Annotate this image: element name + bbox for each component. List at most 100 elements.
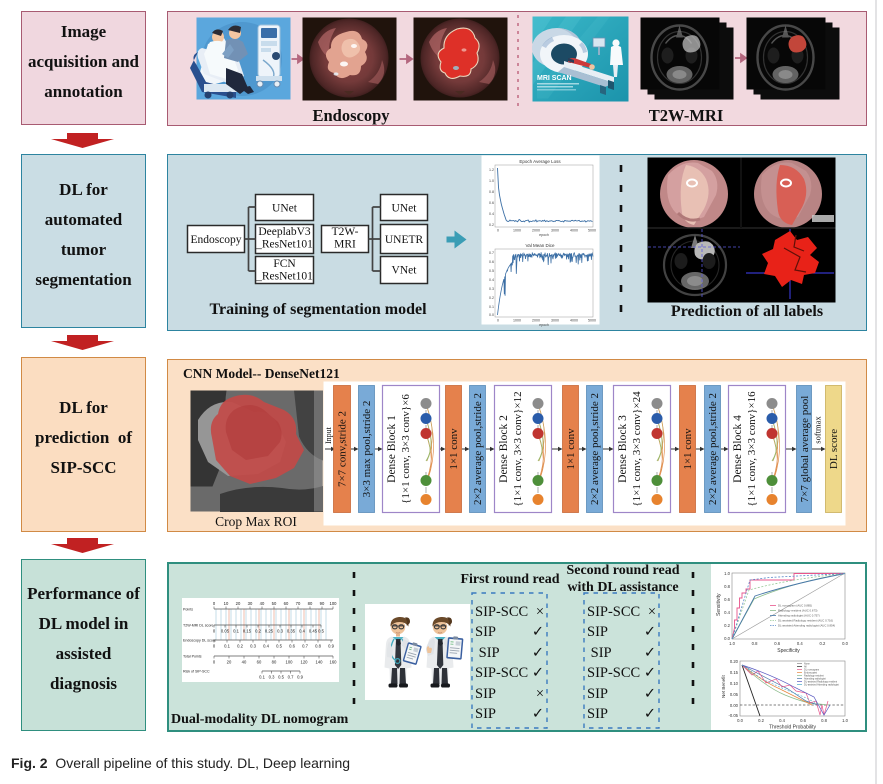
svg-text:20: 20 (227, 660, 232, 665)
svg-text:Val Mean Dice: Val Mean Dice (526, 243, 555, 248)
svg-text:80: 80 (272, 660, 277, 665)
svg-text:0.3: 0.3 (250, 644, 256, 649)
svg-text:0.5: 0.5 (276, 644, 282, 649)
svg-text:2×2 average pool,stride 2: 2×2 average pool,stride 2 (589, 393, 601, 505)
svg-text:0.2: 0.2 (237, 644, 243, 649)
svg-text:Threshold Probability: Threshold Probability (769, 725, 816, 731)
svg-text:5000: 5000 (588, 319, 596, 323)
svg-text:VNet: VNet (392, 265, 418, 277)
svg-text:0.0: 0.0 (724, 636, 730, 641)
svg-text:1.0: 1.0 (489, 179, 494, 183)
svg-text:All: All (804, 666, 807, 669)
svg-text:DL nomogram (AUC 0.885): DL nomogram (AUC 0.885) (778, 604, 812, 608)
svg-text:Input: Input (324, 426, 333, 444)
svg-text:3000: 3000 (551, 229, 559, 233)
svg-text:0.8: 0.8 (315, 644, 321, 649)
svg-text:DeeplabV3: DeeplabV3 (258, 226, 311, 238)
svg-text:1.0: 1.0 (729, 641, 735, 646)
svg-text:0.5: 0.5 (278, 675, 284, 680)
svg-text:0.1: 0.1 (259, 675, 265, 680)
svg-text:0.25: 0.25 (265, 629, 274, 634)
svg-text:2×2 average pool,stride 2: 2×2 average pool,stride 2 (707, 393, 719, 505)
svg-text:0.8: 0.8 (821, 718, 827, 723)
svg-text:0.0: 0.0 (737, 718, 743, 723)
svg-text:0.1: 0.1 (489, 305, 494, 309)
svg-text:0.5: 0.5 (489, 269, 494, 273)
svg-text:0: 0 (497, 229, 499, 233)
svg-text:0.9: 0.9 (328, 644, 334, 649)
svg-text:120: 120 (301, 660, 309, 665)
svg-text:2×2 average pool,stride 2: 2×2 average pool,stride 2 (472, 393, 484, 505)
svg-text:0.00: 0.00 (730, 703, 739, 708)
svg-text:0.4: 0.4 (263, 644, 269, 649)
svg-text:0.6: 0.6 (724, 597, 730, 602)
svg-text:0: 0 (497, 319, 499, 323)
svg-text:0.3: 0.3 (489, 287, 494, 291)
svg-text:0.4: 0.4 (489, 278, 494, 282)
svg-text:FCN: FCN (273, 258, 296, 270)
svg-text:-0.05: -0.05 (728, 713, 738, 718)
svg-text:5000: 5000 (588, 229, 596, 233)
svg-text:0.8: 0.8 (489, 190, 494, 194)
svg-text:30: 30 (248, 601, 253, 606)
svg-text:1.0: 1.0 (842, 718, 848, 723)
svg-text:20: 20 (236, 601, 241, 606)
svg-text:UNet: UNet (392, 203, 418, 215)
svg-text:10: 10 (224, 601, 229, 606)
svg-text:0.2: 0.2 (255, 629, 261, 634)
svg-text:0.1: 0.1 (224, 644, 230, 649)
svg-text:{1×1 conv, 3×3 conv}×6: {1×1 conv, 3×3 conv}×6 (400, 394, 412, 504)
svg-text:80: 80 (308, 601, 313, 606)
svg-text:Radiology resident: Radiology resident (804, 675, 824, 678)
svg-text:0.2: 0.2 (819, 641, 825, 646)
svg-text:0.9: 0.9 (297, 675, 303, 680)
svg-text:0.6: 0.6 (774, 641, 780, 646)
svg-text:2000: 2000 (532, 319, 540, 323)
svg-text:Dense Block 2: Dense Block 2 (498, 415, 510, 483)
svg-text:_ResNet101: _ResNet101 (255, 239, 313, 251)
svg-text:0.05: 0.05 (221, 629, 230, 634)
svg-text:DL-assisted Radiology resident: DL-assisted Radiology resident (804, 681, 837, 684)
svg-text:1000: 1000 (513, 229, 521, 233)
svg-text:Dense Block 3: Dense Block 3 (617, 415, 629, 483)
svg-text:0.7: 0.7 (489, 251, 494, 255)
svg-text:0.4: 0.4 (779, 718, 785, 723)
svg-text:0: 0 (213, 644, 216, 649)
svg-text:Attending radiologist: Attending radiologist (804, 678, 826, 681)
svg-text:0.10: 0.10 (730, 681, 739, 686)
svg-text:0.45: 0.45 (309, 629, 318, 634)
svg-text:Points: Points (183, 608, 193, 612)
svg-text:0.4: 0.4 (489, 212, 494, 216)
svg-text:{1×1 conv, 3×3 conv}×16: {1×1 conv, 3×3 conv}×16 (746, 391, 758, 507)
svg-text:MRI SCAN: MRI SCAN (537, 75, 572, 82)
svg-text:T2W-: T2W- (332, 226, 359, 238)
svg-text:0.2: 0.2 (489, 296, 494, 300)
svg-text:1000: 1000 (513, 319, 521, 323)
svg-text:Net Benefit: Net Benefit (721, 675, 726, 698)
svg-text:0.7: 0.7 (288, 675, 294, 680)
svg-text:Specificity: Specificity (777, 648, 800, 654)
svg-text:Risk of SIP-SCC: Risk of SIP-SCC (183, 670, 210, 674)
svg-text:epoch: epoch (539, 323, 549, 327)
svg-text:7×7 global average pool: 7×7 global average pool (799, 396, 811, 503)
svg-text:0.1: 0.1 (233, 629, 239, 634)
svg-text:50: 50 (272, 601, 277, 606)
svg-text:1×1 conv: 1×1 conv (448, 428, 460, 470)
svg-text:1.0: 1.0 (724, 571, 730, 576)
svg-text:{1×1 conv, 3×3 conv}×24: {1×1 conv, 3×3 conv}×24 (631, 391, 643, 507)
svg-text:epoch: epoch (539, 233, 549, 237)
svg-text:0.15: 0.15 (243, 629, 252, 634)
svg-text:0.20: 0.20 (730, 659, 739, 664)
svg-text:0.2: 0.2 (724, 623, 730, 628)
svg-text:0.2: 0.2 (758, 718, 764, 723)
svg-text:160: 160 (330, 660, 338, 665)
svg-text:0.3: 0.3 (277, 629, 283, 634)
svg-text:7×7 conv,stride 2: 7×7 conv,stride 2 (337, 411, 349, 487)
svg-text:softmax: softmax (813, 416, 823, 444)
svg-text:0.3: 0.3 (269, 675, 275, 680)
svg-text:Epoch Average Loss: Epoch Average Loss (519, 159, 561, 164)
svg-text:4000: 4000 (570, 319, 578, 323)
svg-text:3×3 max pool,stride 2: 3×3 max pool,stride 2 (361, 401, 373, 498)
svg-text:1×1 conv: 1×1 conv (682, 428, 694, 470)
svg-text:90: 90 (320, 601, 325, 606)
